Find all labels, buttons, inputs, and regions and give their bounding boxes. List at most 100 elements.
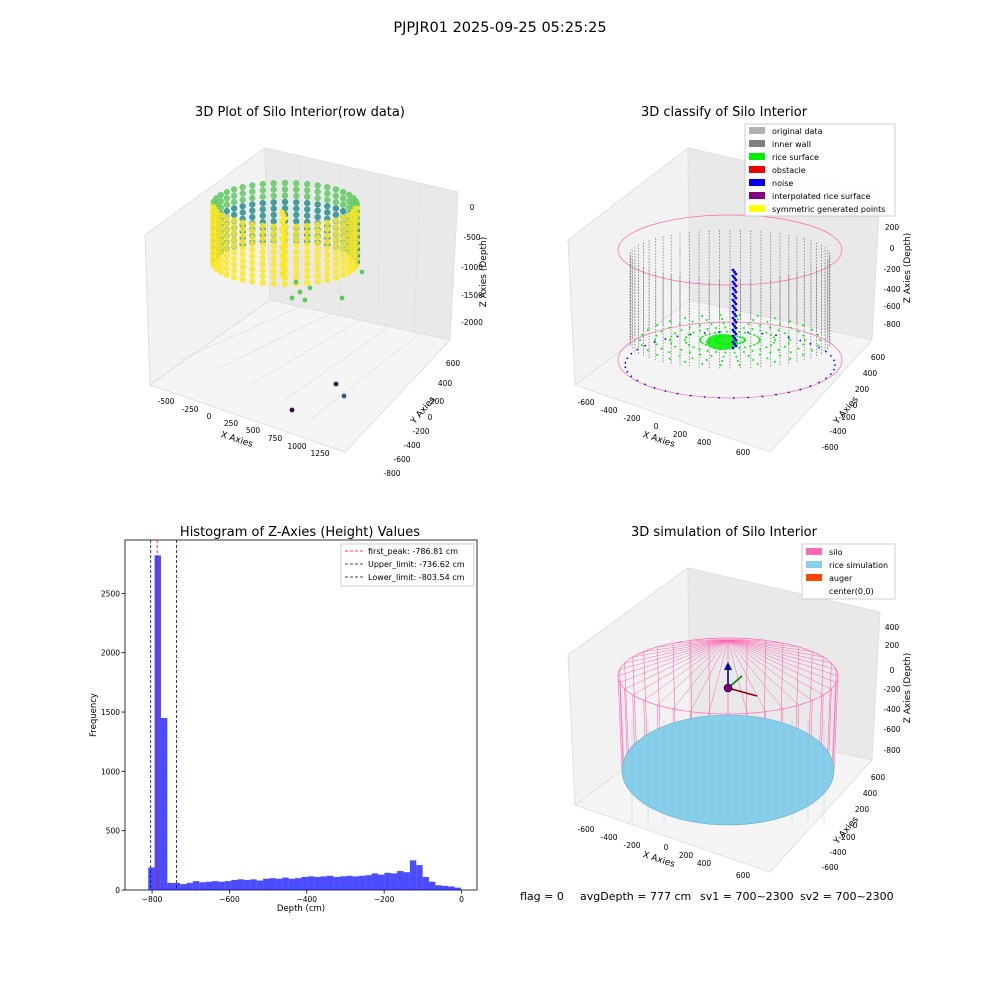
raw-point	[259, 199, 266, 207]
histogram-bar	[409, 860, 417, 890]
simulation-silo-roof-line	[617, 639, 729, 677]
raw-point	[223, 195, 230, 202]
raw-point	[293, 180, 300, 187]
histogram-x-tick-label: −400	[296, 895, 317, 904]
histogram-bar	[288, 878, 295, 890]
histogram-bar	[199, 882, 206, 890]
raw-point	[230, 242, 238, 250]
raw-point	[293, 261, 300, 268]
raw-point	[346, 211, 353, 219]
raw-point	[346, 230, 353, 238]
classify-rice-surface-point	[699, 324, 701, 327]
classify-rice-surface-point	[691, 357, 694, 360]
classify-rice-surface-point	[769, 351, 772, 354]
classify-noise-point	[734, 320, 738, 324]
raw-point	[314, 213, 321, 221]
classify-rice-surface-point	[738, 364, 741, 367]
raw-x-tick-label: -500	[157, 397, 174, 406]
simulation-legend-label: center(0,0)	[829, 587, 874, 596]
classify-rice-surface-point	[685, 341, 687, 344]
raw-point	[230, 274, 238, 281]
raw-point	[270, 274, 277, 281]
raw-y-tick-label: -600	[393, 455, 410, 464]
histogram-bar	[154, 555, 161, 890]
classify-rice-surface-point	[789, 326, 792, 329]
histogram-bar	[167, 882, 174, 890]
simulation-silo-roof-line	[632, 639, 729, 696]
histogram-bar	[256, 880, 264, 890]
raw-point	[304, 273, 311, 280]
simulation-axis-z-arrowhead	[724, 662, 732, 670]
classify-rice-surface-point	[753, 334, 756, 337]
raw-point	[293, 255, 300, 262]
classify-x-tick-label: 400	[697, 438, 712, 447]
classify-rice-surface-point	[736, 335, 739, 338]
histogram-x-tick-label: −800	[142, 895, 163, 904]
histogram-x-tick-label: −200	[374, 895, 395, 904]
classify-y-tick-label: -400	[829, 427, 846, 436]
classify-rice-surface-point	[688, 326, 691, 329]
classify-rice-surface-cluster	[706, 334, 738, 350]
raw-point	[259, 241, 266, 249]
classify-rice-surface-point	[708, 332, 711, 335]
classify-noise-point	[731, 274, 735, 278]
raw-point	[340, 271, 347, 279]
classify-rice-surface-point	[641, 333, 643, 336]
raw-point	[249, 194, 256, 202]
raw-point	[230, 249, 238, 256]
simulation-silo-roof-line	[727, 639, 837, 670]
raw-point	[333, 381, 339, 387]
classify-rice-surface-point	[710, 323, 713, 325]
raw-z-tick-label: 0	[470, 203, 475, 212]
panel-histogram: Histogram of Z-Axies (Height) Values −80…	[89, 525, 478, 914]
simulation-legend: silo rice simulation auger center(0,0)	[801, 543, 896, 600]
raw-y-tick-label: 400	[438, 379, 453, 388]
raw-point	[217, 191, 224, 199]
classify-noise-point	[799, 339, 802, 342]
classify-noise-point	[733, 294, 736, 298]
simulation-x-tick-label: -600	[577, 825, 594, 834]
raw-point	[340, 259, 347, 266]
classify-rice-surface-point	[735, 355, 738, 358]
simulation-silo-roof-line	[727, 639, 784, 644]
raw-point	[249, 253, 256, 260]
raw-point	[293, 199, 300, 206]
classify-noise-point	[653, 341, 656, 343]
simulation-silo-roof-line	[727, 638, 748, 641]
classify-rice-surface-point	[698, 329, 701, 332]
simulation-silo-roof-line	[632, 639, 729, 658]
raw-point	[314, 278, 321, 285]
panel-classify: 3D classify of Silo Interior -600 -400 -20…	[567, 105, 913, 457]
raw-point	[297, 289, 303, 295]
raw-point	[270, 261, 277, 268]
raw-point	[314, 234, 321, 241]
classify-rice-surface-point	[774, 360, 776, 363]
classify-rice-surface-point	[706, 349, 709, 352]
panel-simulation: 3D simulation of Silo Interior -600-400-…	[567, 525, 913, 880]
classify-rice-surface-point	[766, 320, 769, 323]
simulation-legend-label: auger	[829, 574, 853, 583]
classify-noise-point	[761, 332, 764, 335]
classify-rice-surface-point	[739, 342, 741, 345]
classify-noise-point	[734, 308, 738, 312]
classify-rice-surface-point	[692, 331, 695, 334]
classify-legend-swatch	[749, 179, 765, 186]
simulation-silo-roof-line	[727, 639, 799, 706]
raw-gridlines	[179, 154, 421, 421]
raw-point	[239, 257, 246, 264]
histogram-y-tick-label: 2000	[101, 649, 120, 658]
raw-point	[340, 188, 347, 196]
raw-point	[249, 240, 256, 247]
classify-noise-point	[733, 342, 736, 346]
raw-point	[332, 242, 340, 250]
raw-point	[249, 207, 256, 214]
classify-rice-surface-point	[687, 344, 690, 347]
histogram-bar	[429, 881, 436, 890]
classify-rice-surface-point	[742, 351, 745, 353]
raw-point	[270, 218, 277, 225]
raw-point	[340, 227, 347, 234]
raw-point	[293, 186, 300, 193]
raw-x-tick-label: 1250	[310, 449, 329, 458]
classify-rice-surface-point	[743, 338, 746, 341]
